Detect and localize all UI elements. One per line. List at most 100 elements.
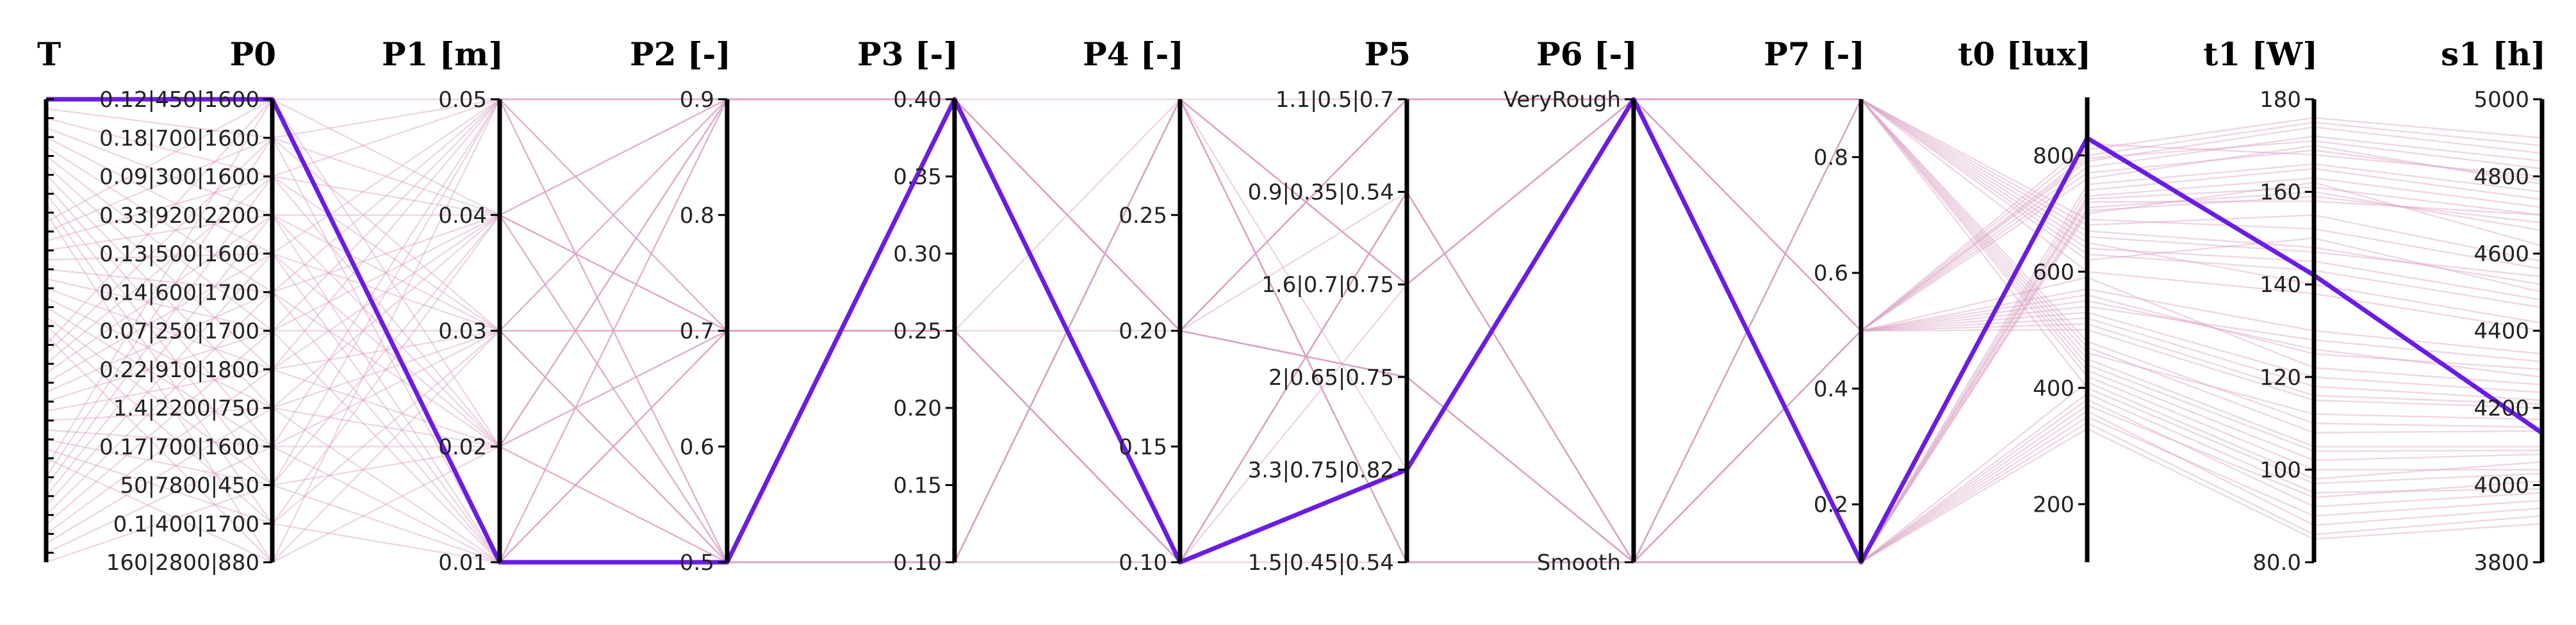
data-line-27 (45, 97, 2542, 564)
axes-layer: T P0 0.12|450|1600 0.18|700|1600 0.09|300|16… (37, 35, 2546, 576)
background-lines-layer (45, 97, 2543, 564)
data-line-3 (45, 97, 2543, 564)
axis-title-p1: P1 [m] (382, 35, 504, 73)
highlight-line-layer (46, 97, 2543, 565)
tick-label-p3-0-30: 0.30 (893, 241, 942, 267)
data-line-38 (45, 98, 2543, 564)
tick-label-p0-0-33-920-2200: 0.33|920|2200 (99, 203, 259, 229)
tick-label-p0-0-13-500-1600: 0.13|500|1600 (99, 241, 259, 267)
tick-label-s1-4000: 4000 (2473, 473, 2529, 499)
tick-label-t1-140: 140 (2260, 272, 2301, 298)
axis-title-p0: P0 (230, 35, 276, 73)
data-line-23 (45, 97, 2543, 564)
data-line-37 (45, 190, 2543, 564)
data-line-30 (45, 98, 2543, 384)
axis-p6[interactable]: P6 [-] VeryRough Smooth (1504, 35, 1637, 576)
tick-label-p5-1-1-0-5-0-7: 1.1|0.5|0.7 (1276, 87, 1394, 113)
tick-label-p3-0-40: 0.40 (893, 87, 942, 113)
data-line-20 (45, 97, 2543, 564)
axis-p0[interactable]: P0 0.12|450|1600 0.18|700|1600 0.09|300|160… (99, 35, 276, 576)
data-line-19 (45, 190, 2543, 564)
data-line-25 (45, 97, 2543, 564)
axis-title-p2: P2 [-] (630, 35, 731, 73)
data-line-14 (45, 98, 2543, 564)
axis-title-p6: P6 [-] (1536, 35, 1637, 73)
tick-label-t0-600: 600 (2033, 259, 2074, 285)
axis-p5[interactable]: P5 1.1|0.5|0.7 0.9|0.35|0.54 1.6|0.7|0.75 2|… (1248, 35, 1411, 576)
tick-label-p1-0-02: 0.02 (438, 434, 487, 460)
tick-label-p7-0-2: 0.2 (1814, 492, 1848, 518)
axis-title-t: T (37, 35, 61, 73)
tick-label-p5-2-0-65-0-75: 2|0.65|0.75 (1268, 365, 1394, 391)
tick-label-p1-0-03: 0.03 (438, 319, 487, 345)
data-line-43 (45, 190, 2543, 564)
tick-label-p1-0-05: 0.05 (438, 87, 487, 113)
data-line-26 (45, 98, 2543, 564)
tick-label-p7-0-6: 0.6 (1814, 261, 1848, 286)
data-line-42 (45, 98, 2543, 497)
tick-label-p3-0-25: 0.25 (893, 319, 942, 345)
axis-p3[interactable]: P3 [-] 0.40 0.35 0.30 0.25 0.20 0.15 0.10 (857, 35, 958, 576)
tick-label-t1-100: 100 (2260, 457, 2301, 483)
axis-t[interactable]: T (37, 35, 61, 562)
tick-label-s1-4400: 4400 (2473, 319, 2529, 345)
data-line-2 (45, 98, 2543, 564)
tick-label-s1-4800: 4800 (2473, 165, 2529, 190)
tick-label-p2-0-6: 0.6 (680, 434, 714, 460)
tick-label-p0-50-7800-450: 50|7800|450 (120, 473, 259, 499)
tick-label-t0-800: 800 (2033, 143, 2074, 169)
axis-title-p3: P3 [-] (857, 35, 958, 73)
axis-title-s1: s1 [h] (2441, 35, 2546, 73)
axis-p1[interactable]: P1 [m] 0.05 0.04 0.03 0.02 0.01 (382, 35, 504, 576)
axis-p4[interactable]: P4 [-] 0.25 0.20 0.15 0.10 (1083, 35, 1184, 576)
tick-label-p3-0-20: 0.20 (893, 396, 942, 421)
data-line-4 (45, 98, 2543, 564)
tick-label-p0-0-14-600-1700: 0.14|600|1700 (99, 280, 259, 305)
tick-label-t1-120: 120 (2260, 365, 2301, 391)
tick-label-t0-400: 400 (2033, 376, 2074, 402)
data-line-24 (45, 98, 2543, 564)
axis-t1[interactable]: t1 [W] 180 160 140 120 100 80.0 (2203, 35, 2318, 576)
axis-title-t1: t1 [W] (2203, 35, 2318, 73)
axis-title-p7: P7 [-] (1764, 35, 1865, 73)
tick-label-t1-180: 180 (2260, 87, 2301, 113)
tick-label-p5-1-5-0-45-0-54: 1.5|0.45|0.54 (1248, 550, 1394, 576)
data-line-12 (45, 98, 2543, 564)
data-line-0 (46, 98, 2543, 293)
data-line-21 (45, 97, 2543, 564)
axis-s1[interactable]: s1 [h] 5000 4800 4600 4400 4200 4000 3800 (2441, 35, 2546, 576)
tick-label-p0-0-18-700-1600: 0.18|700|1600 (99, 126, 259, 151)
tick-label-p4-0-20: 0.20 (1119, 319, 1167, 345)
data-line-29 (45, 97, 2543, 564)
tick-label-p6-veryrough: VeryRough (1504, 87, 1621, 113)
tick-label-p0-0-22-910-1800: 0.22|910|1800 (99, 357, 259, 383)
data-line-31 (45, 190, 2543, 564)
tick-label-p2-0-8: 0.8 (680, 203, 714, 229)
data-line-41 (45, 97, 2543, 564)
tick-label-t1-80-0: 80.0 (2252, 550, 2301, 576)
tick-label-p6-smooth: Smooth (1537, 550, 1621, 576)
data-line-6 (45, 98, 2543, 332)
axis-title-t0: t0 [lux] (1958, 35, 2091, 73)
data-line-5 (45, 98, 2543, 564)
axis-t0[interactable]: t0 [lux] 800 600 400 200 (1958, 35, 2091, 562)
tick-label-p4-0-25: 0.25 (1119, 203, 1167, 229)
tick-label-p5-1-6-0-7-0-75: 1.6|0.7|0.75 (1261, 272, 1394, 298)
tick-label-p1-0-04: 0.04 (438, 203, 487, 229)
tick-label-t0-200: 200 (2033, 492, 2074, 517)
data-line-18 (45, 98, 2543, 448)
data-line-15 (45, 97, 2543, 564)
data-line-35 (45, 97, 2543, 564)
data-line-11 (45, 97, 2543, 564)
tick-label-p0-0-12-450-1600: 0.12|450|1600 (99, 87, 259, 113)
axis-p7[interactable]: P7 [-] 0.8 0.6 0.4 0.2 (1764, 35, 1865, 562)
tick-label-s1-4200: 4200 (2473, 396, 2529, 421)
tick-label-s1-5000: 5000 (2473, 87, 2529, 113)
tick-label-p7-0-8: 0.8 (1814, 145, 1848, 170)
axis-p2[interactable]: P2 [-] 0.9 0.8 0.7 0.6 0.5 (630, 35, 731, 576)
data-line-49 (45, 190, 2543, 564)
tick-label-t1-160: 160 (2260, 180, 2301, 206)
axis-title-p4: P4 [-] (1083, 35, 1184, 73)
highlighted-data-line[interactable] (46, 97, 2543, 565)
